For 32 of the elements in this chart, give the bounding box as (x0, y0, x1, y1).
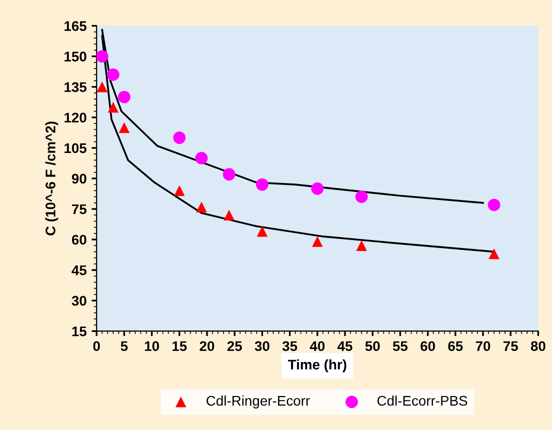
x-tick-label: 25 (227, 341, 242, 352)
x-tick-label: 75 (503, 341, 518, 352)
x-tick-label: 45 (337, 341, 352, 352)
y-tick-label: 75 (72, 204, 86, 214)
x-tick-label: 80 (530, 341, 546, 352)
y-tick-label: 60 (72, 234, 86, 245)
legend-label: Cdl-Ecorr-PBS (377, 396, 468, 406)
y-tick-label: 15 (72, 326, 86, 336)
y-tick-label: 45 (72, 266, 86, 276)
y-tick-label: 135 (64, 82, 86, 92)
y-tick-label: 165 (64, 21, 86, 31)
x-tick-label: 50 (365, 341, 380, 352)
x-tick-label: 40 (310, 341, 325, 352)
x-tick-label: 20 (200, 341, 214, 352)
y-tick-label: 90 (72, 174, 86, 184)
y-tick-label: 150 (64, 52, 86, 62)
x-tick-label: 15 (172, 341, 187, 352)
x-tick-label: 35 (282, 341, 298, 352)
x-tick-label: 70 (476, 341, 490, 352)
x-tick-label: 60 (420, 341, 435, 352)
y-tick-label: 105 (64, 143, 86, 154)
x-tick-label: 30 (254, 341, 270, 352)
x-tick-label: 5 (120, 341, 128, 352)
x-axis-title: Time (hr) (288, 359, 346, 372)
x-tick-label: 0 (93, 341, 100, 352)
y-axis-title: C (10^-6 F /cm^2) (45, 122, 58, 236)
x-tick-label: 55 (392, 341, 408, 352)
y-tick-label: 30 (72, 296, 86, 306)
x-tick-label: 65 (448, 341, 463, 352)
legend-label: Cdl-Ringer-Ecorr (206, 396, 310, 408)
y-tick-label: 120 (64, 112, 86, 123)
x-tick-label: 10 (144, 341, 159, 352)
